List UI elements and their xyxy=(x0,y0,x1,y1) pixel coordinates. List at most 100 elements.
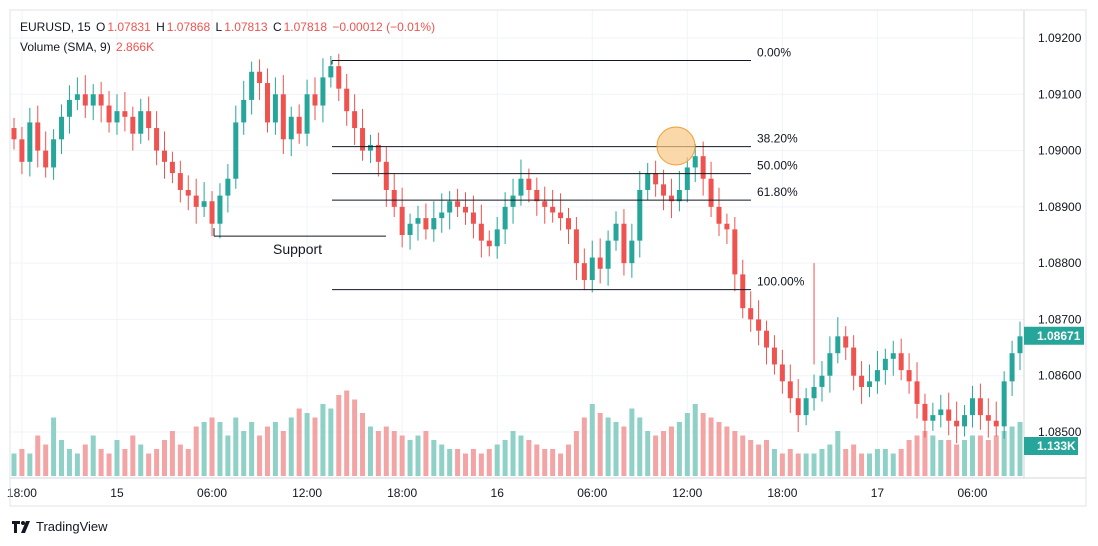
price-tick-label: 1.08800 xyxy=(1038,256,1082,270)
volume-bar xyxy=(668,426,674,476)
candle-body xyxy=(866,381,872,387)
candle-body xyxy=(914,381,920,404)
price-tick-label: 1.09000 xyxy=(1038,144,1082,158)
volume-bar xyxy=(415,435,421,476)
volume-bar xyxy=(835,431,841,476)
candle-body xyxy=(209,201,215,224)
open-label: O xyxy=(96,20,106,34)
candle-body xyxy=(11,128,17,140)
candle-body xyxy=(518,178,524,196)
candle-body xyxy=(399,206,405,235)
volume-bar xyxy=(914,435,920,476)
candle-body xyxy=(360,128,366,151)
candle-body xyxy=(1017,336,1023,354)
volume-bar xyxy=(59,440,65,476)
volume-bar xyxy=(1017,422,1023,476)
candle-body xyxy=(162,150,168,162)
volume-bar xyxy=(859,453,865,476)
volume-bar xyxy=(906,440,912,476)
price-tick-label: 1.08700 xyxy=(1038,312,1082,326)
candle-body xyxy=(304,94,310,134)
candle-body xyxy=(724,223,730,230)
volume-bar xyxy=(851,444,857,476)
candle-body xyxy=(534,189,540,202)
candle-body xyxy=(502,206,508,230)
candle-body xyxy=(66,99,72,117)
volume-bar xyxy=(146,453,152,476)
volume-bar xyxy=(130,435,136,476)
candle-body xyxy=(447,201,453,213)
volume-bar xyxy=(336,395,342,476)
candle-body xyxy=(43,150,49,168)
volume-bar xyxy=(11,453,17,476)
volume-bar xyxy=(486,449,492,476)
volume-bar xyxy=(700,413,706,476)
volume-bar xyxy=(779,453,785,476)
symbol-label[interactable]: EURUSD, 15 xyxy=(20,20,91,34)
candle-body xyxy=(542,201,548,207)
candle-body xyxy=(835,336,841,354)
volume-bar xyxy=(360,413,366,476)
candle-body xyxy=(803,398,809,416)
chart-frame xyxy=(9,9,1087,507)
time-tick-label: 18:00 xyxy=(7,486,37,500)
candle-body xyxy=(597,257,603,269)
volume-bar xyxy=(510,431,516,476)
volume-bar xyxy=(138,444,144,476)
volume-bar xyxy=(787,449,793,476)
candle-body xyxy=(621,223,627,264)
price-tick-label: 1.08900 xyxy=(1038,200,1082,214)
candle-body xyxy=(352,111,358,129)
candle-body xyxy=(19,139,25,162)
candle-body xyxy=(463,206,469,213)
candle-body xyxy=(954,420,960,427)
candle-body xyxy=(106,105,112,123)
current-volume-badge xyxy=(1024,437,1078,455)
candle-body xyxy=(898,353,904,371)
volume-bar xyxy=(494,444,500,476)
time-tick-label: 06:00 xyxy=(197,486,227,500)
candle-body xyxy=(257,71,263,84)
price-tick-label: 1.09200 xyxy=(1038,31,1082,45)
candle-body xyxy=(494,229,500,247)
tradingview-logo[interactable]: TradingView xyxy=(12,519,108,534)
candle-body xyxy=(779,364,785,382)
volume-bar xyxy=(922,431,928,476)
volume-bar xyxy=(692,404,698,476)
volume-bar xyxy=(732,431,738,476)
candle-body xyxy=(241,99,247,123)
candle-body xyxy=(367,144,373,151)
volume-bar xyxy=(676,422,682,476)
price-tick-label: 1.09100 xyxy=(1038,87,1082,101)
candle-body xyxy=(249,71,255,100)
volume-bar xyxy=(98,449,104,476)
candle-body xyxy=(177,173,183,190)
candle-body xyxy=(98,94,104,106)
candle-body xyxy=(146,111,152,129)
low-value: 1.07813 xyxy=(224,20,268,34)
volume-bar xyxy=(106,453,112,476)
candle-body xyxy=(272,94,278,123)
close-label: C xyxy=(272,20,282,34)
candle-body xyxy=(938,409,944,416)
volume-bar xyxy=(82,444,88,476)
volume-bar xyxy=(312,417,318,476)
volume-bar xyxy=(249,422,255,476)
volume-bar xyxy=(661,431,667,476)
candle-body xyxy=(629,240,635,264)
volume-bar xyxy=(930,435,936,476)
volume-bar xyxy=(803,453,809,476)
volume-bar xyxy=(977,435,983,476)
volume-label[interactable]: Volume (SMA, 9) xyxy=(20,40,111,54)
volume-bar xyxy=(217,422,223,476)
candle-body xyxy=(843,336,849,348)
volume-bar xyxy=(162,440,168,476)
close-value: 1.07818 xyxy=(283,20,327,34)
high-label: H xyxy=(156,20,165,34)
volume-bar xyxy=(811,453,817,476)
candle-body xyxy=(130,116,136,134)
candle-body xyxy=(740,274,746,309)
candle-body xyxy=(613,223,619,241)
candle-body xyxy=(27,122,33,162)
